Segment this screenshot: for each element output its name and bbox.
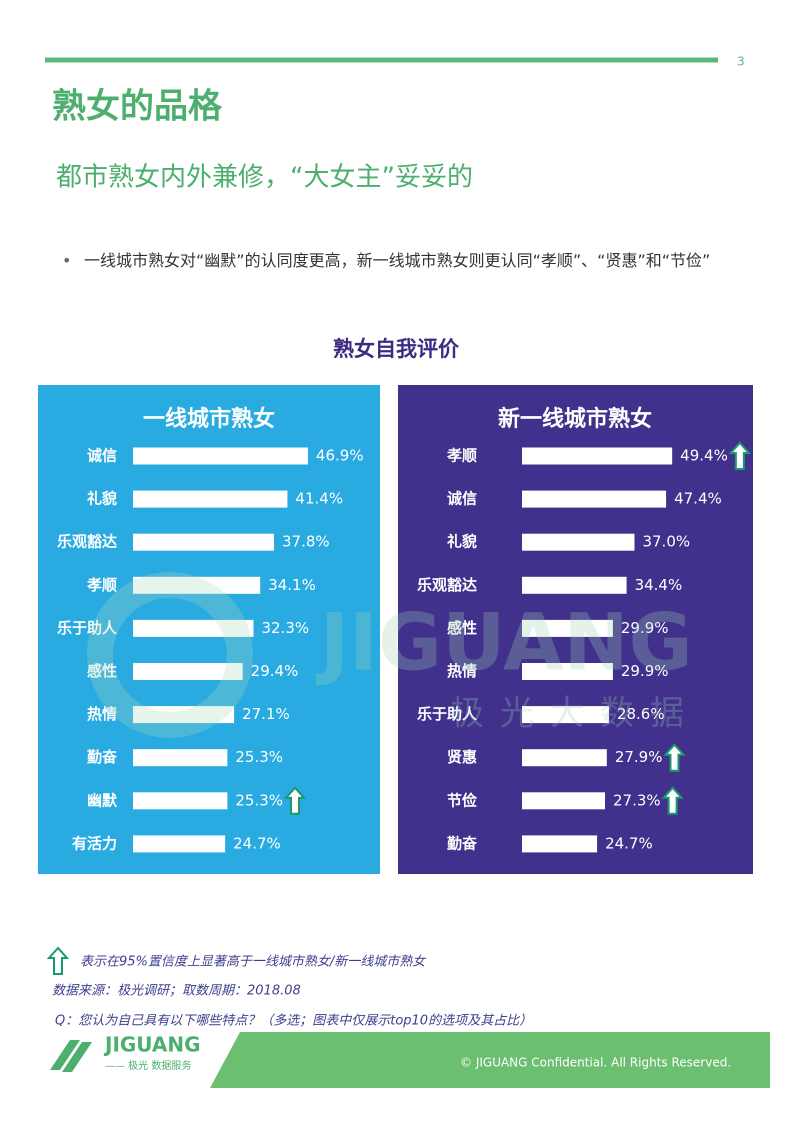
value-label: 24.7% [233, 834, 281, 852]
value-label: 46.9% [316, 447, 364, 465]
category-label: 贤惠 [447, 748, 477, 766]
category-label: 乐观豁达 [57, 533, 117, 551]
footer-logo: JIGUANG —— 极光 数据服务 [50, 1033, 201, 1072]
bar [133, 792, 228, 810]
bar [522, 533, 635, 551]
source-note: 数据来源：极光调研；取数周期：2018.08 [52, 984, 301, 999]
bar [522, 663, 613, 680]
logo-sub: —— 极光 数据服务 [105, 1059, 191, 1072]
bar [133, 663, 243, 680]
value-label: 34.4% [635, 576, 683, 594]
bar [522, 619, 613, 637]
legend-note: 表示在95%置信度上显著高于一线城市熟女/新一线城市熟女 [80, 954, 427, 970]
footer-band [210, 1032, 770, 1088]
value-label: 47.4% [674, 490, 722, 508]
category-label: 诚信 [87, 447, 117, 465]
bullet-text: 一线城市熟女对“幽默”的认同度更高，新一线城市熟女则更认同“孝顺”、“贤惠”和“… [84, 251, 711, 270]
value-label: 29.9% [621, 662, 669, 680]
panel-title: 一线城市熟女 [143, 406, 275, 432]
category-label: 礼貌 [87, 490, 117, 508]
significance-arrow [283, 786, 307, 815]
category-label: 有活力 [72, 834, 117, 852]
category-label: 孝顺 [446, 447, 477, 465]
legend-arrow [46, 946, 70, 975]
watermark-logo [87, 572, 253, 738]
category-label: 乐于助人 [57, 619, 118, 637]
significance-arrow [728, 441, 752, 470]
page-number: 3 [737, 55, 745, 69]
bar [522, 447, 673, 465]
category-label: 感性 [87, 662, 117, 680]
bar [133, 447, 308, 465]
category-label: 幽默 [87, 791, 118, 809]
bar [522, 706, 609, 724]
value-label: 25.3% [235, 791, 283, 809]
chart-title: 熟女自我评价 [333, 337, 460, 361]
category-label: 勤奋 [447, 834, 478, 852]
value-label: 49.4% [680, 447, 728, 465]
category-label: 诚信 [447, 490, 477, 508]
bar [522, 490, 667, 508]
category-label: 感性 [447, 619, 477, 637]
category-label: 乐观豁达 [417, 576, 477, 594]
bar [522, 749, 607, 767]
value-label: 34.1% [268, 576, 316, 594]
logo-mark [50, 1040, 92, 1072]
title: 熟女的品格 [52, 87, 223, 127]
panel-title: 新一线城市熟女 [498, 406, 652, 432]
watermark: JIGUANG 极光大数据 [87, 572, 700, 738]
category-label: 礼貌 [447, 533, 477, 551]
logo-text: JIGUANG [103, 1033, 201, 1057]
value-label: 27.1% [242, 705, 290, 723]
value-label: 24.7% [605, 834, 653, 852]
question-note: Q：您认为自己具有以下哪些特点？（多选；图表中仅展示top10的选项及其占比） [55, 1013, 532, 1029]
value-label: 29.9% [621, 619, 669, 637]
bullet: 一线城市熟女对“幽默”的认同度更高，新一线城市熟女则更认同“孝顺”、“贤惠”和“… [62, 248, 762, 274]
significance-arrow [663, 743, 686, 772]
bar [522, 835, 598, 853]
value-label: 37.0% [642, 533, 690, 551]
value-label: 27.9% [615, 748, 663, 766]
watermark-name: 极光大数据 [450, 694, 700, 734]
value-label: 25.3% [235, 748, 283, 766]
bar [522, 792, 605, 810]
category-label: 乐于助人 [417, 705, 478, 723]
value-label: 41.4% [295, 490, 343, 508]
bar [133, 749, 228, 767]
value-label: 27.3% [613, 791, 661, 809]
bar [133, 619, 254, 637]
bar [133, 576, 261, 594]
value-label: 29.4% [251, 662, 299, 680]
category-label: 节俭 [447, 791, 477, 809]
category-label: 孝顺 [86, 576, 117, 594]
category-label: 热情 [87, 705, 117, 723]
value-label: 32.3% [261, 619, 309, 637]
category-label: 勤奋 [87, 748, 118, 766]
bar [522, 576, 627, 594]
bar [133, 490, 288, 508]
bar [133, 533, 274, 551]
watermark-brand: JIGUANG [315, 598, 693, 688]
subtitle: 都市熟女内外兼修，“大女主”妥妥的 [56, 163, 473, 193]
copyright: © JIGUANG Confidential. All Rights Reser… [460, 1056, 731, 1070]
category-label: 热情 [447, 662, 477, 680]
bar [133, 835, 226, 853]
value-label: 37.8% [282, 533, 330, 551]
significance-arrow [661, 786, 684, 815]
bar [133, 706, 235, 724]
value-label: 28.6% [617, 705, 665, 723]
